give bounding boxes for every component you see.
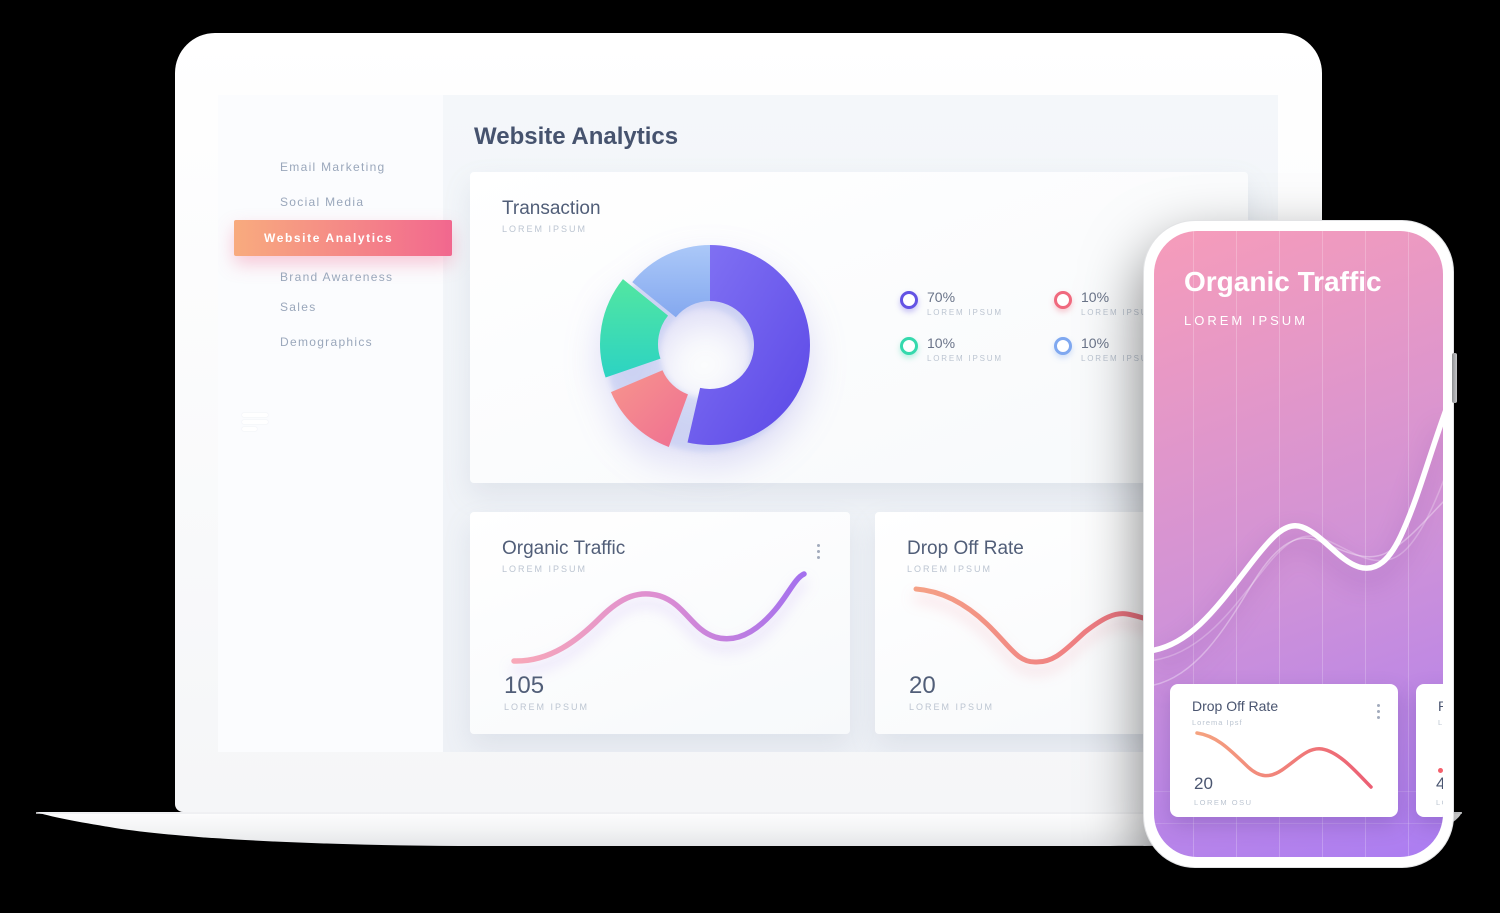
legend-dot-purple (900, 291, 918, 309)
legend-dot-blue (1054, 337, 1072, 355)
organic-traffic-title: Organic Traffic (502, 538, 626, 559)
sidebar-item-demographics[interactable]: Demographics (280, 335, 373, 349)
phone-page-title: Organic Traffic (1184, 266, 1382, 297)
drop-off-rate-line-chart (913, 586, 1168, 665)
legend-entry: 10% LOREM IPSUM (1054, 290, 1157, 317)
legend-entry: 70% LOREM IPSUM (900, 290, 1003, 317)
transaction-card: Transaction LOREM IPSUM (470, 172, 1248, 483)
donut-chart (599, 245, 810, 452)
legend-caption: LOREM IPSUM (1081, 354, 1157, 363)
phone-card-title: Drop Off Rate (1192, 698, 1279, 714)
donut-segment-blue-10 (632, 245, 710, 318)
gridline (1236, 231, 1237, 857)
drop-off-rate-title: Drop Off Rate (907, 538, 1024, 559)
drop-off-rate-value: 20 (909, 672, 936, 699)
phone-partial-card: Re Lo 4 LO (1416, 684, 1443, 817)
kebab-menu-icon[interactable] (1375, 702, 1382, 721)
sidebar-item-website-analytics[interactable]: Website Analytics (234, 220, 452, 256)
drop-off-rate-caption: LOREM IPSUM (909, 702, 995, 712)
drop-off-rate-subtitle: LOREM IPSUM (907, 564, 993, 574)
phone-card-caption: LOREM OSU (1194, 798, 1253, 807)
legend-caption: LOREM IPSUM (1081, 308, 1157, 317)
dashboard: Email Marketing Social Media Website Ana… (218, 95, 1278, 752)
donut-segment-coral-10 (610, 370, 688, 447)
hamburger-menu-icon[interactable] (242, 413, 268, 434)
sidebar-item-social-media[interactable]: Social Media (280, 195, 365, 209)
legend-caption: LOREM IPSUM (927, 354, 1003, 363)
organic-traffic-caption: LOREM IPSUM (504, 702, 590, 712)
legend-value: 10% (1081, 335, 1110, 351)
kebab-menu-icon[interactable] (815, 542, 822, 561)
gridline (1322, 231, 1323, 857)
legend-dot-coral (1054, 291, 1072, 309)
phone-card-line-chart (1195, 731, 1373, 789)
gridline (1408, 231, 1409, 857)
transaction-card-subtitle: LOREM IPSUM (502, 224, 588, 234)
legend-caption: LOREM IPSUM (927, 308, 1003, 317)
gridline (1193, 231, 1194, 857)
legend-dot-teal (900, 337, 918, 355)
sidebar-item-label: Website Analytics (264, 231, 394, 245)
phone-device: Organic Traffic LOREM IPSUM Drop Off Rat… (1143, 220, 1457, 868)
phone-card-subtitle: Lorema Ipsf (1192, 718, 1243, 727)
phone-card-caption: LO (1436, 798, 1443, 807)
transaction-card-title: Transaction (502, 198, 601, 219)
organic-traffic-line-chart (511, 571, 807, 664)
legend-value: 10% (1081, 289, 1110, 305)
legend-value: 10% (927, 335, 956, 351)
phone-line-chart (1154, 409, 1443, 686)
gridline (1154, 823, 1443, 824)
laptop-base (36, 812, 1462, 846)
chart-point-dot (1438, 768, 1443, 773)
gridline (1279, 231, 1280, 857)
organic-traffic-value: 105 (504, 672, 545, 699)
organic-traffic-card: Organic Traffic LOREM IPSUM 105 LOREM IP… (470, 512, 850, 734)
donut-segment-purple-70 (687, 245, 810, 445)
phone-card-subtitle: Lo (1438, 718, 1443, 727)
sidebar-item-sales[interactable]: Sales (280, 300, 317, 314)
organic-traffic-subtitle: LOREM IPSUM (502, 564, 588, 574)
phone-card-title: Re (1438, 698, 1443, 714)
sidebar: Email Marketing Social Media Website Ana… (218, 95, 452, 752)
legend-value: 70% (927, 289, 956, 305)
legend-entry: 10% LOREM IPSUM (900, 336, 1003, 363)
sidebar-item-email-marketing[interactable]: Email Marketing (280, 160, 386, 174)
donut-segment-teal-10 (599, 279, 669, 378)
phone-side-button (1452, 353, 1457, 403)
phone-drop-off-rate-card: Drop Off Rate Lorema Ipsf 20 LOREM OSU (1170, 684, 1398, 817)
phone-card-value: 4 (1436, 774, 1443, 793)
legend-entry: 10% LOREM IPSUM (1054, 336, 1157, 363)
phone-screen: Organic Traffic LOREM IPSUM Drop Off Rat… (1154, 231, 1443, 857)
phone-page-subtitle: LOREM IPSUM (1184, 313, 1309, 328)
sidebar-item-brand-awareness[interactable]: Brand Awareness (280, 270, 394, 284)
phone-card-value: 20 (1194, 774, 1213, 793)
page-title: Website Analytics (474, 123, 679, 150)
gridline (1365, 231, 1366, 857)
